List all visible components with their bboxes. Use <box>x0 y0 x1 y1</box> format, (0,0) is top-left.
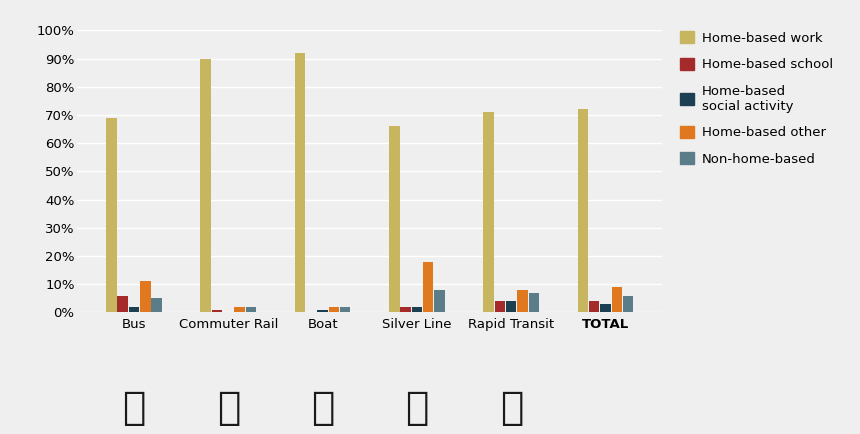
Bar <box>494 301 505 312</box>
Bar <box>578 109 588 312</box>
Bar <box>295 53 305 312</box>
Bar <box>106 118 117 312</box>
Bar <box>518 290 528 312</box>
Bar <box>317 310 328 312</box>
Bar <box>434 290 445 312</box>
Bar <box>423 262 433 312</box>
Bar <box>506 301 517 312</box>
Bar <box>600 304 611 312</box>
Bar <box>589 301 599 312</box>
Bar <box>529 293 539 312</box>
Text: 🚌: 🚌 <box>122 389 145 427</box>
Bar <box>340 307 351 312</box>
Text: 🚢: 🚢 <box>311 389 335 427</box>
Bar <box>235 307 245 312</box>
Bar <box>412 307 422 312</box>
Bar <box>200 59 211 312</box>
Bar <box>611 287 622 312</box>
Text: 🚎: 🚎 <box>405 389 428 427</box>
Bar <box>118 296 128 312</box>
Bar <box>329 307 339 312</box>
Bar <box>129 307 139 312</box>
Bar <box>140 281 150 312</box>
Bar <box>246 307 256 312</box>
Bar <box>151 299 162 312</box>
Bar <box>483 112 494 312</box>
Bar <box>401 307 411 312</box>
Legend: Home-based work, Home-based school, Home-based
social activity, Home-based other: Home-based work, Home-based school, Home… <box>680 31 832 166</box>
Bar <box>623 296 634 312</box>
Bar <box>212 310 222 312</box>
Text: 🚆: 🚆 <box>500 389 523 427</box>
Text: 🚂: 🚂 <box>217 389 240 427</box>
Bar <box>389 126 400 312</box>
